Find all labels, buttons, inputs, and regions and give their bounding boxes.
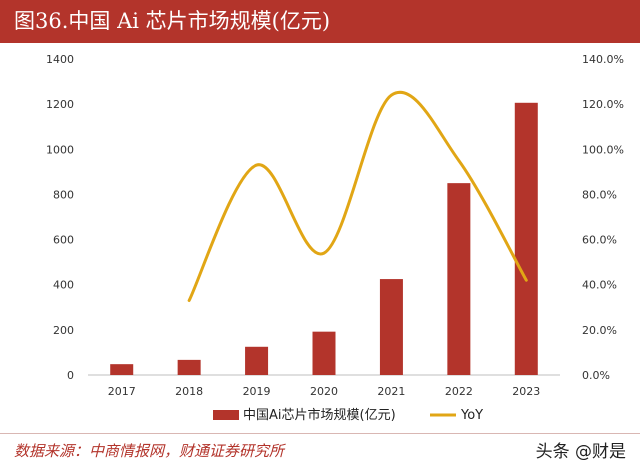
y-left-tick-label: 200 xyxy=(53,324,74,337)
y-left-tick-label: 1200 xyxy=(46,98,74,111)
y-right-tick-label: 80.0% xyxy=(582,188,617,201)
legend-line-label: YoY xyxy=(460,408,483,423)
y-left-tick-label: 1400 xyxy=(46,53,74,66)
bar-2021 xyxy=(379,279,403,375)
x-tick-label: 2019 xyxy=(243,385,271,398)
y-left-tick-label: 0 xyxy=(67,369,74,382)
watermark: 头条 @财是 xyxy=(535,442,626,462)
bar-2020 xyxy=(312,331,336,375)
x-tick-label: 2018 xyxy=(175,385,203,398)
bar-2018 xyxy=(177,359,201,375)
legend-bar-swatch xyxy=(213,410,239,420)
y-left-tick-label: 400 xyxy=(53,279,74,292)
footer-divider xyxy=(0,433,640,434)
y-right-tick-label: 120.0% xyxy=(582,98,624,111)
x-tick-label: 2020 xyxy=(310,385,338,398)
y-left-tick-label: 1000 xyxy=(46,143,74,156)
axes: 0 200 400 600 800 1000 1200 1400 0.0% 20.0% 40.0% 6… xyxy=(46,53,624,398)
bar-2022 xyxy=(447,183,471,375)
y-right-tick-label: 20.0% xyxy=(582,324,617,337)
y-left-tick-label: 600 xyxy=(53,234,74,247)
legend-bar-label: 中国Ai芯片市场规模(亿元) xyxy=(243,407,396,423)
yoy-line xyxy=(187,90,528,303)
source-note: 数据来源：中商情报网，财通证券研究所 xyxy=(14,442,285,460)
x-tick-label: 2017 xyxy=(108,385,136,398)
x-tick-label: 2022 xyxy=(445,385,473,398)
bar-2019 xyxy=(245,346,269,375)
bar-2017 xyxy=(110,364,134,375)
y-right-tick-label: 100.0% xyxy=(582,143,624,156)
y-right-tick-label: 140.0% xyxy=(582,53,624,66)
chart: 0 200 400 600 800 1000 1200 1400 0.0% 20.0% 40.0% 6… xyxy=(46,53,624,423)
y-right-tick-label: 40.0% xyxy=(582,279,617,292)
y-left-tick-label: 800 xyxy=(53,188,74,201)
y-right-tick-label: 60.0% xyxy=(582,234,617,247)
bar-2023 xyxy=(514,102,538,375)
figure-title: 图36.中国 Ai 芯片市场规模(亿元) xyxy=(0,0,640,43)
legend: 中国Ai芯片市场规模(亿元) YoY xyxy=(213,407,483,423)
x-tick-label: 2021 xyxy=(377,385,405,398)
bars xyxy=(110,102,538,375)
x-tick-label: 2023 xyxy=(512,385,540,398)
yoy-series-line xyxy=(187,90,528,303)
y-right-tick-label: 0.0% xyxy=(582,369,610,382)
